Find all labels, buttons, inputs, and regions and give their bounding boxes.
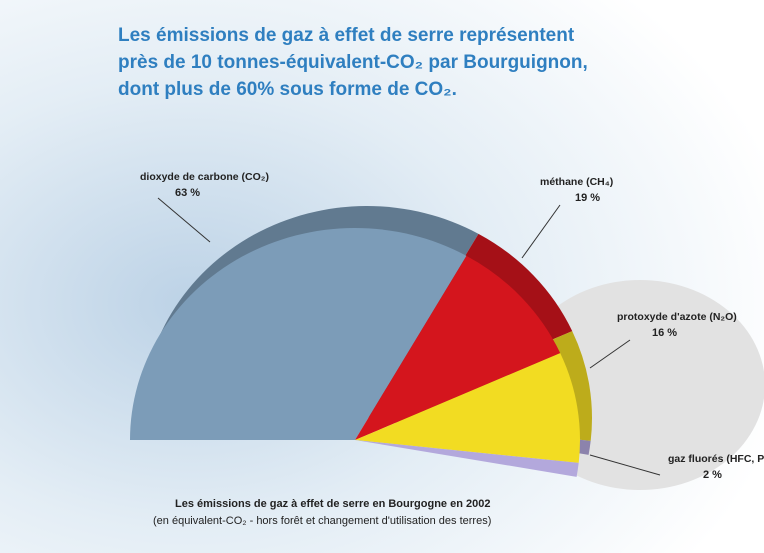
legend-label: dioxyde de carbone (CO₂) (140, 171, 269, 183)
slice (355, 440, 579, 477)
caption-note: (en équivalent-CO₂ - hors forêt et chang… (153, 515, 491, 527)
value-label: 63 % (175, 187, 200, 199)
leader-line (589, 339, 631, 369)
slice (355, 255, 561, 440)
value-label: 16 % (652, 327, 677, 339)
legend-label: protoxyde d'azote (N₂O) (617, 311, 737, 323)
slice (355, 353, 581, 463)
leader-line (157, 197, 211, 243)
legend-label: gaz fluorés (HFC, PFC, SF₆) (668, 453, 764, 465)
caption: Les émissions de gaz à effet de serre en… (175, 498, 490, 510)
value-label: 19 % (575, 192, 600, 204)
slice (130, 228, 467, 440)
legend-label: méthane (CH₄) (540, 176, 613, 188)
pie (130, 205, 592, 477)
leader-line (589, 454, 661, 476)
title: Les émissions de gaz à effet de serre re… (118, 25, 588, 100)
leader-line (521, 204, 561, 259)
value-label: 2 % (703, 469, 722, 481)
